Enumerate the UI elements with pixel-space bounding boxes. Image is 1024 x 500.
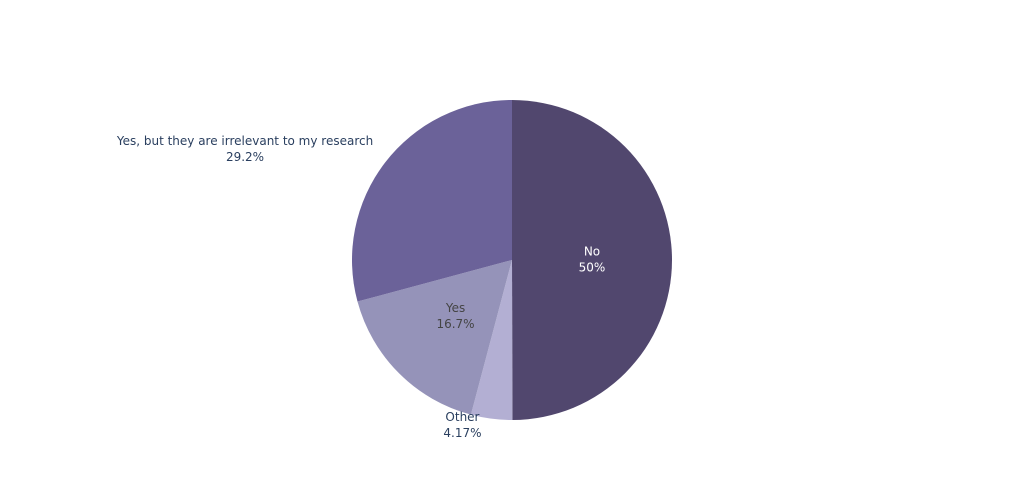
pie-slice bbox=[470, 260, 513, 420]
pie-slice bbox=[351, 100, 512, 302]
pie-slice bbox=[357, 260, 512, 415]
pie-slice bbox=[512, 99, 673, 420]
slice-label: Yes bbox=[445, 301, 465, 315]
slice-label: Yes, but they are irrelevant to my resea… bbox=[116, 134, 373, 148]
slice-label: No bbox=[584, 244, 600, 258]
slice-value-label: 4.17% bbox=[443, 426, 481, 440]
slice-label: Other bbox=[445, 410, 479, 424]
slice-value-label: 29.2% bbox=[226, 150, 264, 164]
slice-value-label: 16.7% bbox=[436, 317, 474, 331]
slice-value-label: 50% bbox=[579, 260, 606, 274]
